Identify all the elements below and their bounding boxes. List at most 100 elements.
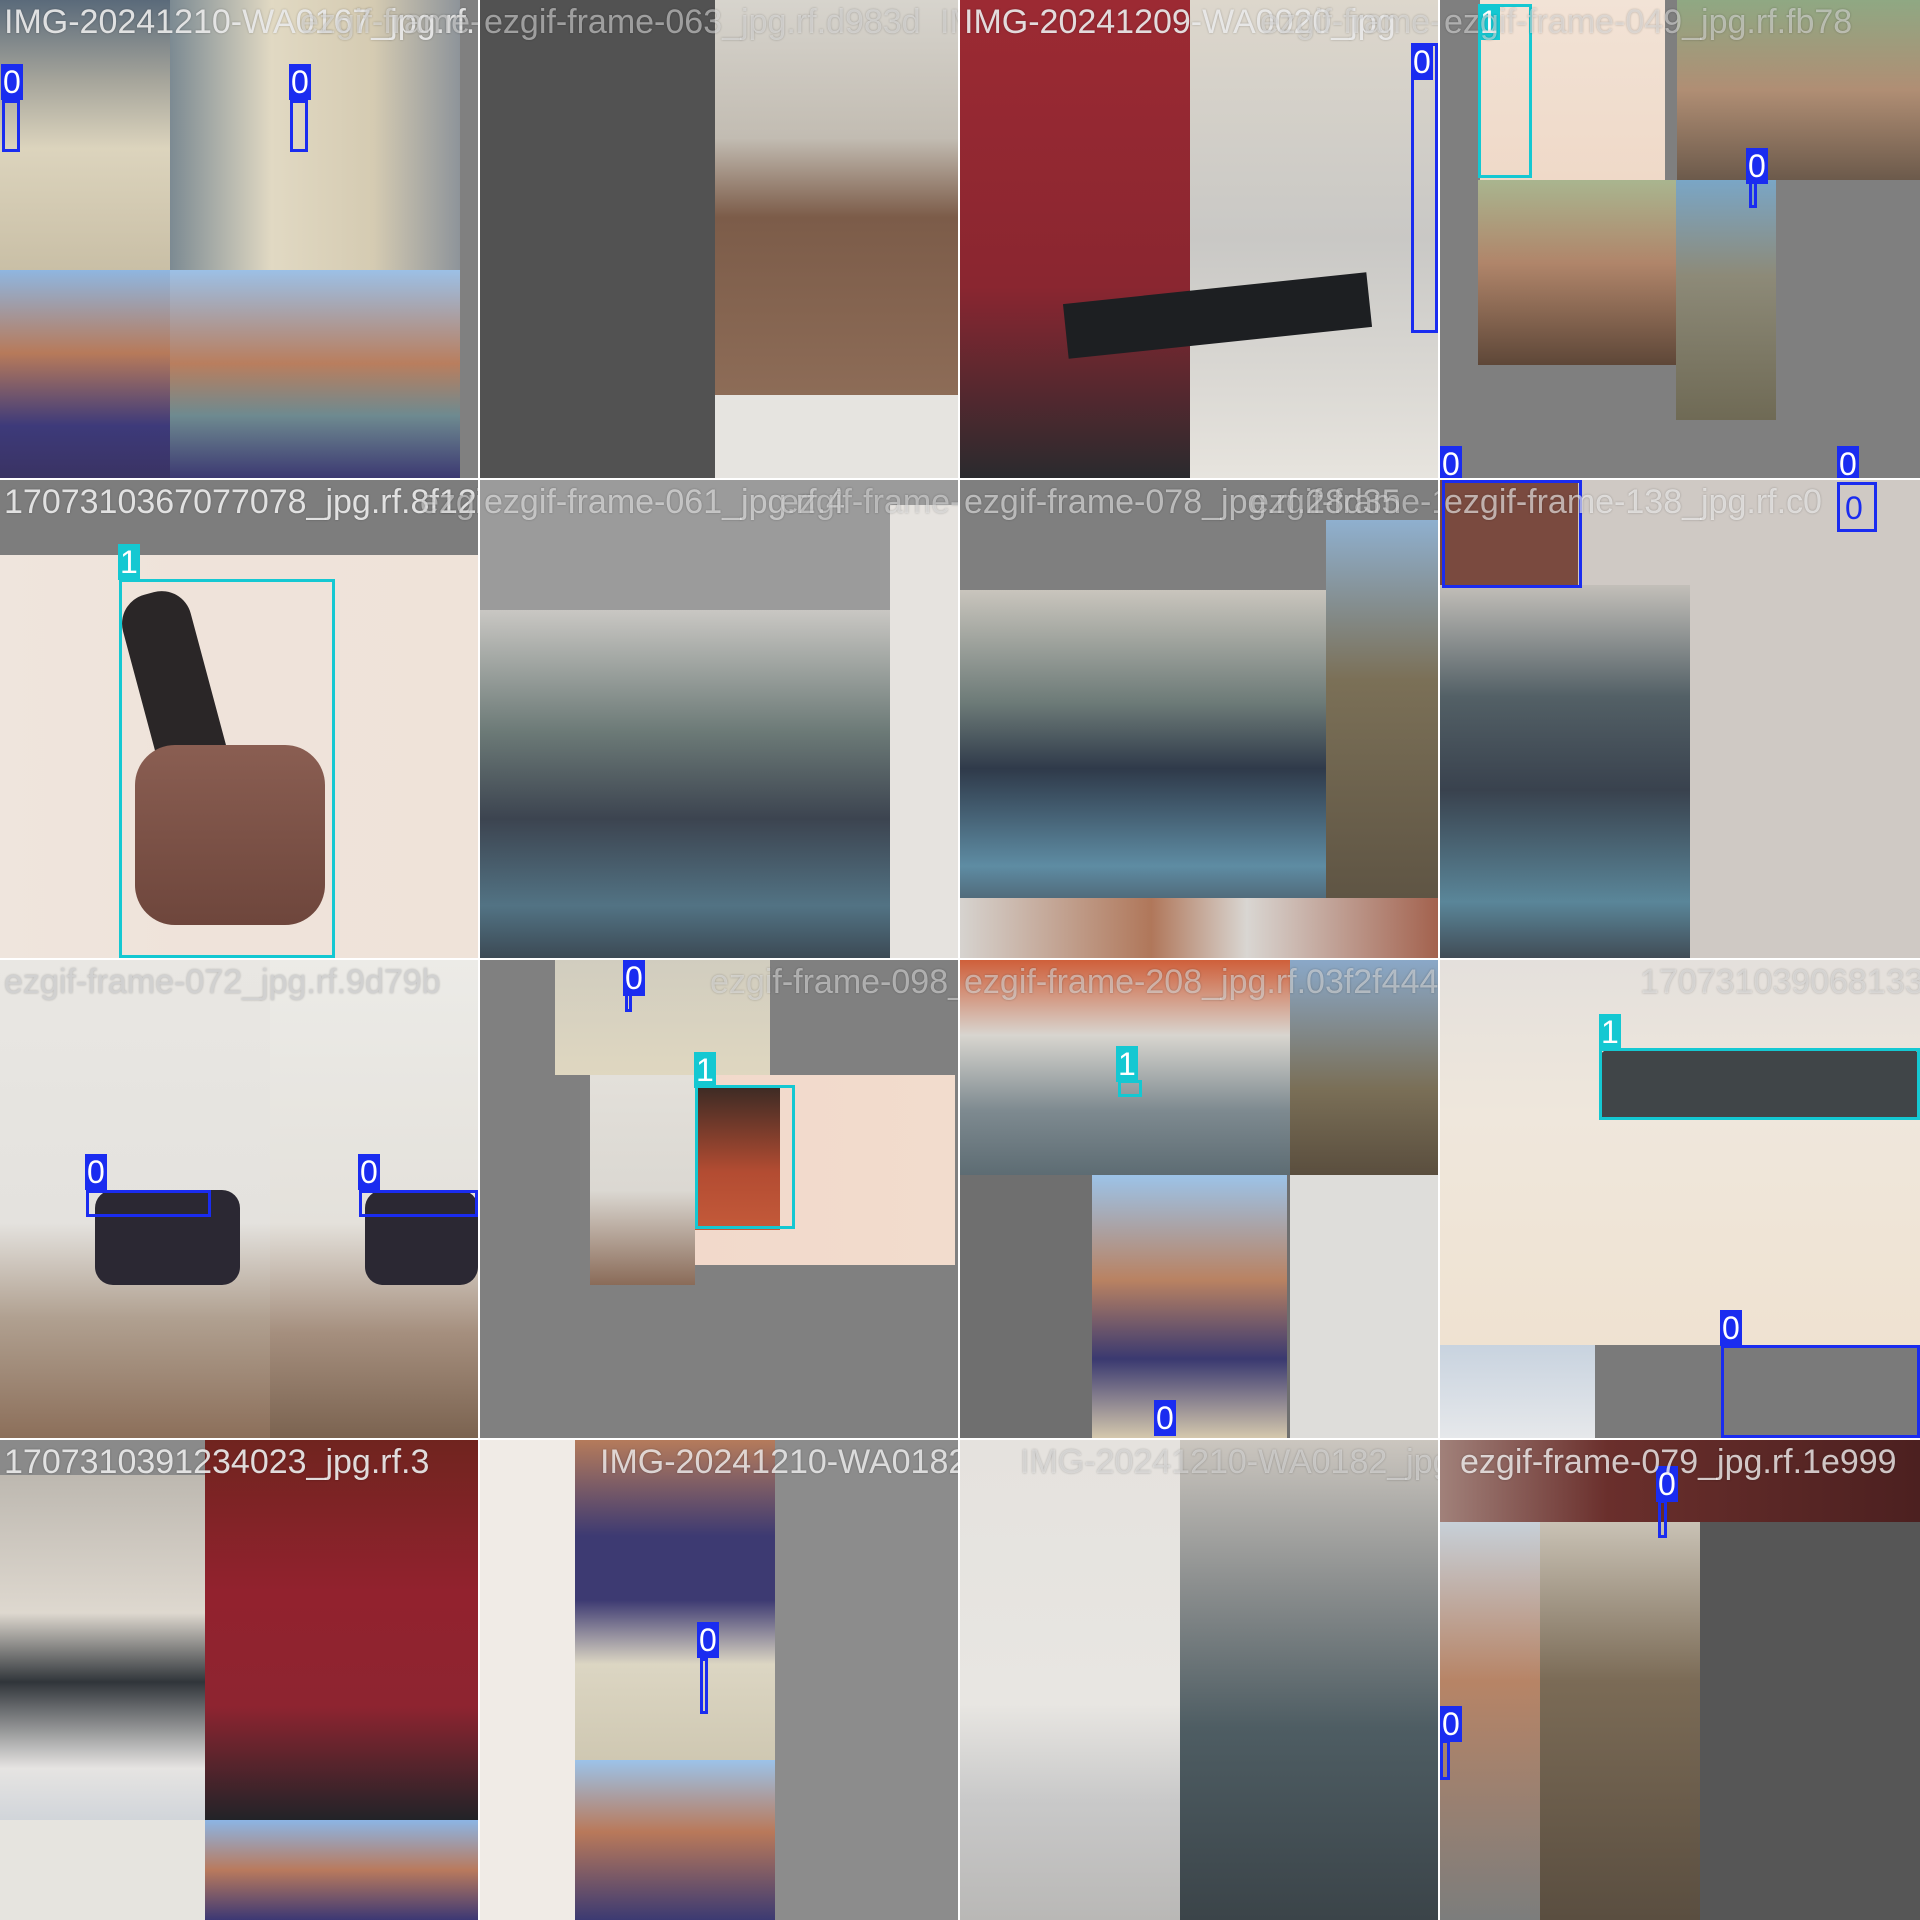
- mosaic-tile: ezgif-frame-061_jpg.rf.4 ezgif-frame-078…: [480, 480, 958, 958]
- mosaic-tile: 1707310391234023_jpg.rf.3: [0, 1440, 478, 1920]
- class-1-bbox: [119, 579, 335, 958]
- photo-trousers: [0, 0, 170, 270]
- mosaic-tile: 0 0 ezgif-frame-079_jpg.rf.1e999: [1440, 1440, 1920, 1920]
- photo-hand: [1480, 0, 1665, 180]
- class-0-label: 0: [697, 1622, 719, 1658]
- photo-office-keyboard: [0, 1475, 205, 1820]
- class-0-label: 0: [1837, 446, 1859, 478]
- photo-outdoor-ground: [715, 0, 958, 395]
- mosaic-tile: 1 1707310367077078_jpg.rf.8f121 ezgif-fr…: [0, 480, 478, 958]
- photo-people: [960, 898, 1438, 958]
- photo-office-door: [1190, 0, 1438, 478]
- photo-wall: [1595, 1345, 1920, 1438]
- mosaic-tile: ezgif-frame-078_jpg.rf.28d35 ezgif-frame…: [960, 480, 1438, 958]
- photo-hand: [695, 1085, 780, 1230]
- photo-building-person: [0, 270, 170, 478]
- photo-wall: [1290, 1175, 1438, 1438]
- class-0-bbox: [86, 1190, 211, 1217]
- photo-gun: [95, 1190, 240, 1285]
- photo-wall-door: [960, 1440, 1180, 1920]
- grid-divider: [958, 0, 960, 1920]
- mosaic-tile: ezgif-frame-063_jpg.rf.d983d IMG-2024120…: [480, 0, 958, 478]
- grid-divider: [1438, 0, 1440, 1920]
- photo-wall: [480, 1440, 575, 1920]
- image-filename-caption: 1707310367077078_jpg.rf.8f121: [4, 483, 478, 521]
- class-1-label: 1: [1599, 1014, 1621, 1050]
- class-0-bbox: [290, 100, 308, 152]
- class-0-label: 0: [1845, 490, 1863, 526]
- photo-wall: [715, 395, 958, 478]
- mosaic-tile: 0 0 ezgif-frame-072_jpg.rf.9d79b: [0, 960, 478, 1438]
- class-0-bbox: [1442, 480, 1582, 588]
- class-0-bbox: [1837, 482, 1877, 532]
- photo-red-shirt: [205, 1440, 478, 1820]
- mosaic-tile: 0 1 ezgif-frame-098_jpg.rf.764ce: [480, 960, 958, 1438]
- mosaic-tile: IMG-20241210-WA0182_jpg: [960, 1440, 1438, 1920]
- grid-divider: [478, 0, 480, 1920]
- class-0-bbox: [700, 1658, 708, 1714]
- grid-divider: [0, 958, 1920, 960]
- class-1-bbox: [1478, 4, 1532, 178]
- photo-soldier: [1326, 520, 1438, 920]
- photo-red-top: [1440, 1440, 1920, 1522]
- image-filename-caption: ezgif-frame-061_jpg.rf.4: [484, 483, 845, 521]
- class-1-label: 1: [694, 1052, 716, 1088]
- class-1-label: 1: [1116, 1046, 1138, 1082]
- class-1-bbox: [695, 1085, 795, 1229]
- class-0-label: 0: [623, 960, 645, 996]
- class-0-bbox: [2, 100, 20, 152]
- class-0-label: 0: [1440, 1706, 1462, 1742]
- class-0-label: 0: [1656, 1466, 1678, 1502]
- photo-face: [1478, 180, 1678, 365]
- class-1-bbox: [1599, 1048, 1920, 1120]
- class-0-bbox: [359, 1190, 478, 1217]
- photo-skin: [1440, 480, 1578, 585]
- image-filename-caption: ezgif-frame-078_jpg.rf.28d35: [964, 483, 1401, 521]
- photo-wall: [890, 505, 958, 958]
- class-0-label: 0: [1, 64, 23, 100]
- mosaic-tile: 1 0 0 0 ezgif-frame-049_jpg.rf.fb78: [1440, 0, 1920, 478]
- photo-soldier: [1676, 180, 1776, 420]
- class-0-bbox: [1440, 1740, 1450, 1780]
- class-1-bbox: [1118, 1080, 1142, 1097]
- mosaic-tile: 0 IMG-20241210-WA0182_jpg: [480, 1440, 958, 1920]
- photo-ground: [590, 1075, 695, 1285]
- class-0-label: 0: [1720, 1310, 1742, 1346]
- photo-soldier: [1540, 1522, 1700, 1920]
- photo-hand: [135, 745, 325, 925]
- class-0-label: 0: [1411, 44, 1433, 80]
- class-0-label: 0: [1440, 446, 1462, 478]
- photo-soldier: [1290, 960, 1438, 1175]
- photo-person-trousers: [575, 1440, 775, 1760]
- photo-building-person: [1092, 1175, 1287, 1438]
- photo-blurred-object: [1440, 960, 1920, 1345]
- photo-face: [1677, 0, 1920, 180]
- class-0-label: 0: [358, 1154, 380, 1190]
- mosaic-tile: 0 0 IMG-20241210-WA0167_jpg.rf. ezgif-fr…: [0, 0, 478, 478]
- grid-divider: [0, 478, 1920, 480]
- mosaic-tile: 1 0 ezgif-frame-208_jpg.rf.03f2f444: [960, 960, 1438, 1438]
- class-1-label: 1: [1478, 4, 1500, 40]
- photo-street-car: [480, 610, 890, 958]
- class-0-label: 0: [289, 64, 311, 100]
- photo-gun: [365, 1190, 478, 1285]
- grid-divider: [0, 1438, 1920, 1440]
- image-filename-caption: ezgif-frame-061_jpg.rf.4: [420, 483, 478, 521]
- mosaic-tile: 0 ezgif-frame-138_jpg.rf.c0: [1440, 480, 1920, 958]
- mosaic-tile: 0 IMG-20241209-WA0020_jpg ezgif-frame-04…: [960, 0, 1438, 478]
- photo-wall: [0, 1820, 205, 1920]
- photo-object: [1600, 1050, 1920, 1120]
- class-0-bbox: [1749, 180, 1757, 208]
- class-0-label: 0: [1746, 148, 1768, 184]
- class-1-label: 1: [118, 544, 140, 580]
- photo-building: [1440, 1345, 1595, 1438]
- photo-street-car: [1180, 1440, 1438, 1920]
- class-0-label: 0: [1154, 1400, 1176, 1436]
- photo-red-shirt-keyboard: [960, 0, 1190, 478]
- class-0-label: 0: [85, 1154, 107, 1190]
- photo-street-car: [1440, 585, 1690, 958]
- photo-building-person: [170, 270, 460, 478]
- photo-building-person: [205, 1820, 478, 1920]
